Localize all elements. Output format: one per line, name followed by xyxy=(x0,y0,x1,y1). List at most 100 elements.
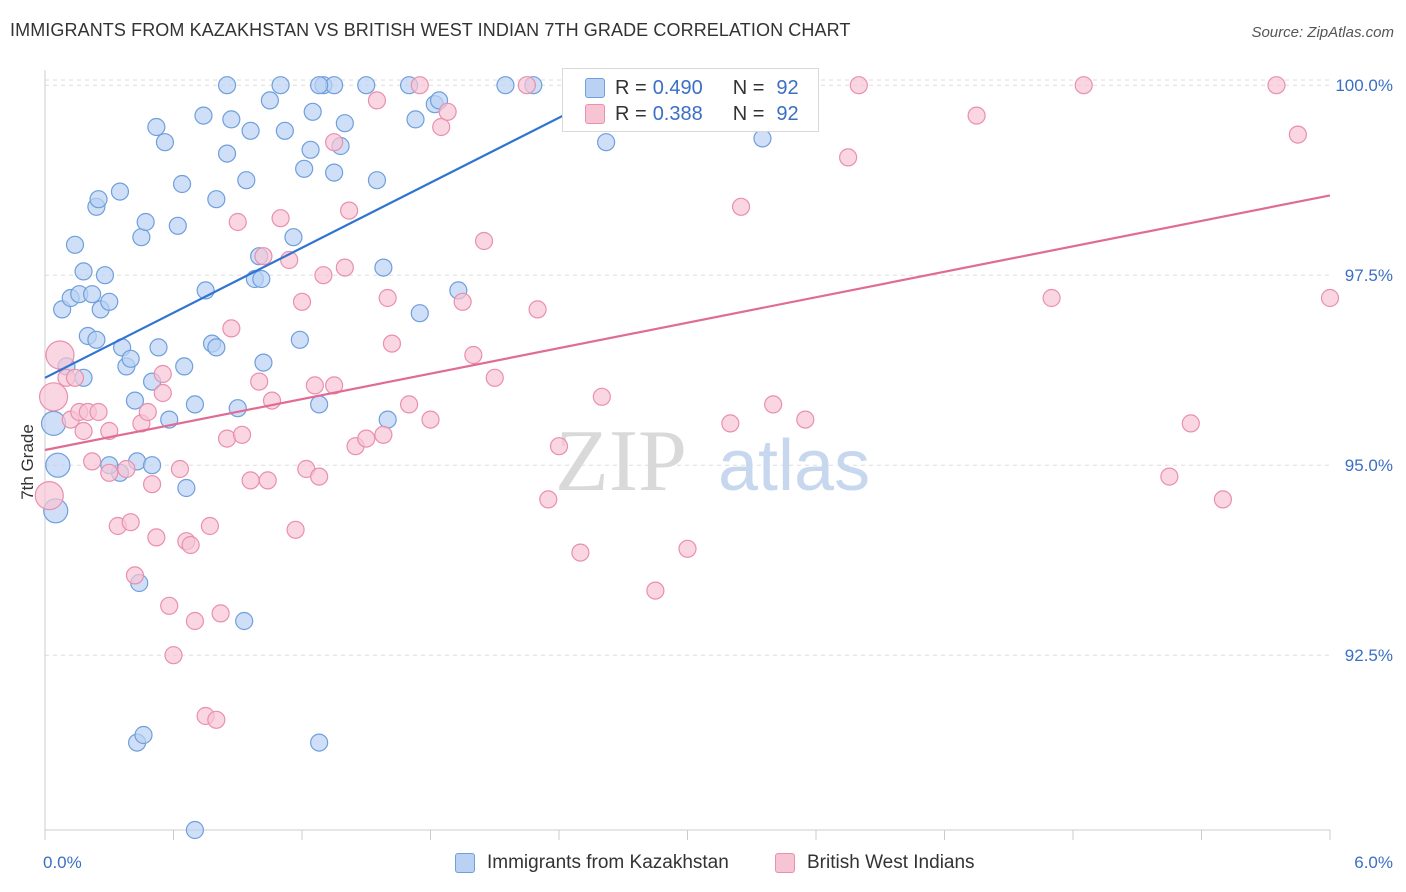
legend-n-label: N = xyxy=(732,76,765,99)
point-kazakhstan xyxy=(378,410,397,429)
point-british-west-indians xyxy=(378,288,397,308)
point-kazakhstan xyxy=(95,266,115,285)
legend-n-value: 92 xyxy=(776,102,799,125)
point-british-west-indians xyxy=(292,292,312,311)
series-legend-item-british-west-indians[interactable]: British West Indians xyxy=(775,852,975,874)
point-british-west-indians xyxy=(310,467,329,486)
watermark: ZIP atlas xyxy=(555,413,870,510)
y-tick-label: 92.5% xyxy=(1345,646,1393,665)
point-kazakhstan xyxy=(74,262,93,281)
point-kazakhstan xyxy=(125,391,145,410)
point-british-west-indians xyxy=(142,475,162,494)
point-british-west-indians xyxy=(181,535,200,555)
point-kazakhstan xyxy=(357,76,376,95)
point-kazakhstan xyxy=(237,171,256,190)
point-kazakhstan xyxy=(254,353,273,372)
trend-line-kazakhstan xyxy=(44,84,624,379)
point-british-west-indians xyxy=(678,539,697,558)
legend-r-value: 0.388 xyxy=(652,102,703,125)
point-kazakhstan xyxy=(235,611,254,631)
point-british-west-indians xyxy=(254,247,273,266)
y-tick-label: 97.5% xyxy=(1345,266,1393,285)
point-british-west-indians xyxy=(1320,288,1340,308)
point-british-west-indians xyxy=(721,414,740,433)
point-kazakhstan xyxy=(252,269,271,289)
point-kazakhstan xyxy=(134,725,153,745)
trend-lines xyxy=(44,84,1331,452)
stats-legend: R = 0.490 N = 92 R = 0.388 N = 92 xyxy=(562,68,819,132)
point-british-west-indians xyxy=(160,596,179,615)
x-tick-label: 6.0% xyxy=(1354,853,1393,872)
point-british-west-indians xyxy=(474,231,494,251)
point-british-west-indians xyxy=(147,528,166,547)
point-british-west-indians xyxy=(258,471,277,490)
legend-n-label: N = xyxy=(732,102,765,125)
point-kazakhstan xyxy=(374,258,393,277)
point-kazakhstan xyxy=(87,330,106,349)
axis-labels: 92.5% 95.0% 97.5% 100.0% 0.0% 6.0% xyxy=(43,76,1393,872)
point-british-west-indians xyxy=(796,410,815,429)
point-kazakhstan xyxy=(271,76,290,95)
watermark-zip: ZIP xyxy=(555,413,687,510)
point-british-west-indians xyxy=(34,481,64,511)
point-kazakhstan xyxy=(136,212,155,232)
y-axis-label: 7th Grade xyxy=(18,424,37,500)
point-british-west-indians xyxy=(485,368,504,387)
point-british-west-indians xyxy=(374,425,393,444)
point-kazakhstan xyxy=(121,349,140,368)
point-british-west-indians xyxy=(464,345,483,365)
point-british-west-indians xyxy=(65,368,85,387)
point-kazakhstan xyxy=(753,129,772,148)
point-kazakhstan xyxy=(310,733,329,752)
legend-n-value: 92 xyxy=(776,76,799,99)
point-kazakhstan xyxy=(132,228,151,247)
point-kazakhstan xyxy=(40,410,67,436)
point-kazakhstan xyxy=(149,338,168,357)
point-kazakhstan xyxy=(367,171,387,190)
point-british-west-indians xyxy=(325,133,344,152)
point-british-west-indians xyxy=(74,421,93,441)
point-kazakhstan xyxy=(217,76,237,95)
point-british-west-indians xyxy=(38,382,69,412)
point-kazakhstan xyxy=(185,395,205,414)
point-british-west-indians xyxy=(170,459,190,479)
point-kazakhstan xyxy=(410,304,429,323)
point-british-west-indians xyxy=(241,471,260,490)
series-legend-item-kazakhstan[interactable]: Immigrants from Kazakhstan xyxy=(455,852,729,874)
point-kazakhstan xyxy=(83,285,102,304)
legend-swatch-blue xyxy=(585,78,605,98)
point-british-west-indians xyxy=(1074,76,1093,95)
point-british-west-indians xyxy=(528,300,547,319)
axes xyxy=(44,70,1331,840)
point-kazakhstan xyxy=(228,399,247,418)
point-british-west-indians xyxy=(138,402,157,422)
point-kazakhstan xyxy=(301,140,320,159)
point-kazakhstan xyxy=(155,133,175,152)
point-british-west-indians xyxy=(849,76,868,95)
point-british-west-indians xyxy=(410,76,429,95)
legend-row-kazakhstan: R = 0.490 N = 92 xyxy=(585,75,799,101)
point-british-west-indians xyxy=(305,376,324,395)
point-kazakhstan xyxy=(335,114,354,133)
series-legend-label: Immigrants from Kazakhstan xyxy=(487,852,729,873)
point-british-west-indians xyxy=(1181,414,1200,433)
watermark-atlas: atlas xyxy=(718,426,870,506)
point-british-west-indians xyxy=(646,581,665,600)
legend-row-british-west-indians: R = 0.388 N = 92 xyxy=(585,101,799,127)
y-tick-label: 100.0% xyxy=(1335,76,1393,95)
point-british-west-indians xyxy=(335,258,354,277)
point-british-west-indians xyxy=(153,383,172,403)
point-kazakhstan xyxy=(147,117,166,137)
point-british-west-indians xyxy=(222,319,241,338)
point-british-west-indians xyxy=(357,429,376,448)
point-british-west-indians xyxy=(207,710,226,729)
point-british-west-indians xyxy=(592,387,611,406)
point-kazakhstan xyxy=(241,121,260,140)
point-british-west-indians xyxy=(250,372,269,391)
x-tick-label: 0.0% xyxy=(43,853,82,872)
point-british-west-indians xyxy=(1267,76,1286,95)
point-british-west-indians xyxy=(125,566,145,585)
point-british-west-indians xyxy=(571,543,590,562)
point-kazakhstan xyxy=(310,76,329,95)
point-british-west-indians xyxy=(211,604,230,623)
